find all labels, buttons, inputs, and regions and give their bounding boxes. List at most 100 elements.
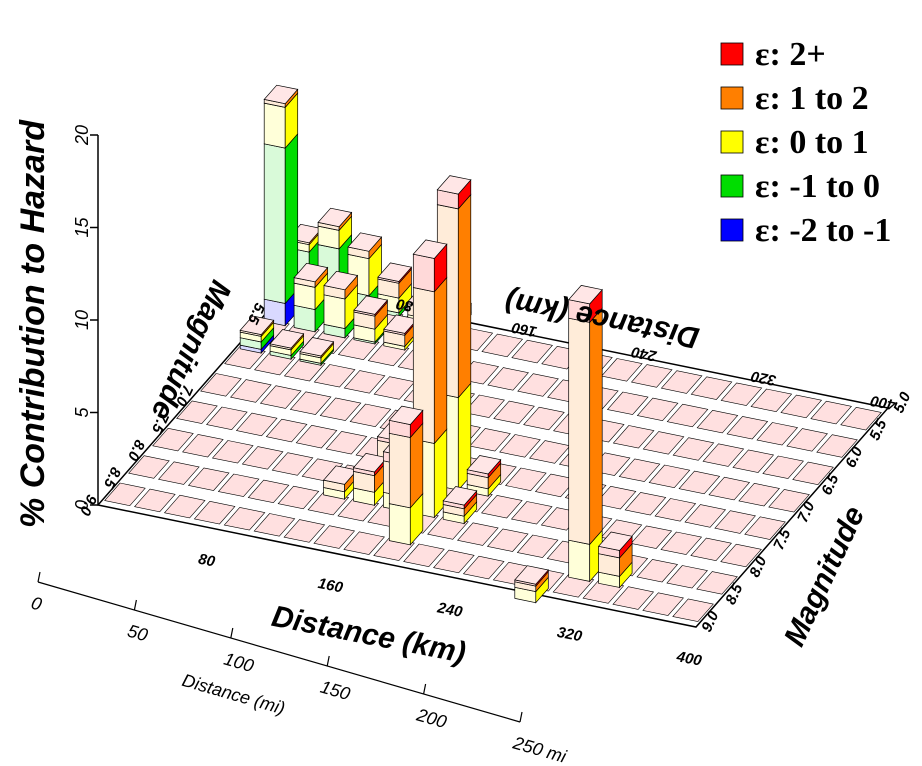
floor-cell xyxy=(612,425,655,449)
floor-cell xyxy=(457,522,499,546)
floor-cell xyxy=(265,418,308,443)
legend-swatch xyxy=(720,42,744,66)
floor-cell xyxy=(469,428,511,452)
bar-segment-face-left xyxy=(568,539,591,582)
mile-tick-mark xyxy=(519,711,523,723)
floor-cell xyxy=(176,400,218,424)
bar xyxy=(442,486,478,525)
bar xyxy=(323,270,359,339)
floor-cell xyxy=(720,382,763,406)
bar xyxy=(299,337,335,367)
floor-cell xyxy=(840,406,882,431)
floor-cell xyxy=(726,416,769,440)
floor-cell xyxy=(373,376,416,400)
bar-top xyxy=(568,285,603,305)
floor-cell xyxy=(493,400,535,425)
floor-cell xyxy=(702,443,745,467)
legend-label: ε: 1 to 2 xyxy=(755,80,869,117)
bar-top xyxy=(352,453,388,473)
mile-tick-mark xyxy=(133,599,137,611)
floor-cell xyxy=(642,431,685,455)
bar-top xyxy=(442,486,478,506)
floor-cell xyxy=(523,406,565,431)
floor-cell xyxy=(660,370,703,394)
bar xyxy=(269,329,305,361)
bar-segment-face-left xyxy=(263,102,286,149)
floor-cell xyxy=(487,367,529,391)
bar-top xyxy=(323,270,359,291)
floor-cell xyxy=(158,461,200,485)
chart-floor xyxy=(96,285,890,628)
bar-top xyxy=(239,315,275,335)
mile-tick-label: 150 xyxy=(318,677,352,705)
floor-cell xyxy=(313,364,356,388)
bar-segment-face-right xyxy=(409,422,424,509)
floor-cell xyxy=(630,525,673,549)
floor-cell xyxy=(810,400,852,425)
floor-cell xyxy=(163,494,206,519)
floor-cell xyxy=(481,495,523,519)
chart-axes xyxy=(37,134,523,723)
floor-cell xyxy=(780,394,823,419)
bar-segment-face-right xyxy=(433,276,448,445)
floor-cell xyxy=(786,428,828,452)
floor-cell xyxy=(684,504,727,528)
bar xyxy=(514,565,549,604)
floor-cell xyxy=(618,458,661,482)
back-distance-tick: 80 xyxy=(394,295,414,315)
bar-top xyxy=(322,465,358,485)
bar xyxy=(352,453,388,507)
bar xyxy=(239,315,275,355)
floor-cell xyxy=(696,409,739,434)
floor-cell xyxy=(672,598,714,622)
bar xyxy=(263,84,299,327)
y-tick-label: 5 xyxy=(72,407,92,418)
bar-top xyxy=(293,262,329,283)
bar-segment-face-left xyxy=(568,317,591,545)
floor-cell xyxy=(510,501,553,525)
floor-cell xyxy=(128,455,170,479)
back-mag-tick: 9.0 xyxy=(76,492,100,519)
floor-cell xyxy=(206,406,248,431)
legend-label: ε: -1 to 0 xyxy=(755,168,880,205)
bar xyxy=(293,262,329,333)
bar-top xyxy=(466,455,502,475)
mile-tick-label: 50 xyxy=(125,621,150,646)
floor-cell xyxy=(277,485,320,510)
floor-cell xyxy=(666,565,708,589)
floor-cell xyxy=(253,513,296,537)
mile-tick-label: 200 xyxy=(414,704,449,732)
bar-top xyxy=(388,405,424,425)
floor-cell xyxy=(517,373,559,397)
legend-label: ε: 0 to 1 xyxy=(755,124,869,161)
floor-cell xyxy=(636,397,679,422)
floor-cell xyxy=(636,559,679,583)
bar-top xyxy=(347,232,383,252)
floor-cell xyxy=(223,507,266,531)
floor-cell xyxy=(792,461,834,486)
bar-top xyxy=(514,565,549,585)
legend-label: ε: -2 to -1 xyxy=(755,212,891,249)
bar-segment-face-left xyxy=(412,253,435,293)
x-tick-label: 160 xyxy=(316,575,344,597)
floor-cell xyxy=(690,376,733,400)
floor-cell xyxy=(738,482,780,507)
floor-cell xyxy=(690,537,732,562)
legend-swatch xyxy=(720,174,744,198)
floor-cell xyxy=(187,467,230,491)
bar-segment-face-left xyxy=(388,432,411,509)
floor-cell xyxy=(672,437,715,461)
floor-cell xyxy=(325,431,368,455)
bar-top xyxy=(353,295,389,315)
floor-cell xyxy=(601,358,643,382)
floor-cell xyxy=(505,467,547,492)
floor-cell xyxy=(516,534,559,558)
floor-cell xyxy=(343,531,385,555)
floor-cell xyxy=(313,525,356,549)
floor-cell xyxy=(648,464,691,489)
bar-top xyxy=(436,175,472,195)
bar-segment-face-left xyxy=(263,143,286,304)
floor-cell xyxy=(750,388,793,413)
bar-segment-face-right xyxy=(589,307,603,546)
